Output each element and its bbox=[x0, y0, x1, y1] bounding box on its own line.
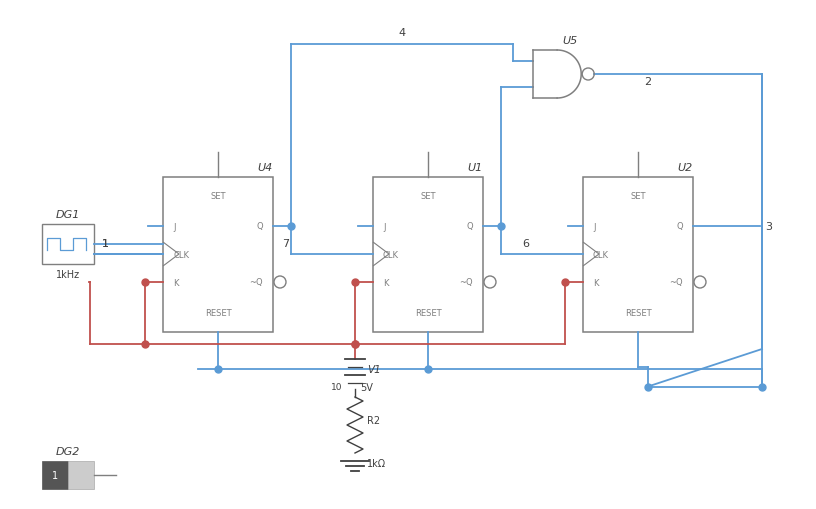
Text: 1: 1 bbox=[101, 239, 109, 248]
Text: DG1: DG1 bbox=[55, 210, 80, 219]
Text: CLK: CLK bbox=[593, 250, 609, 259]
Text: 1: 1 bbox=[102, 239, 109, 248]
Text: K: K bbox=[593, 278, 598, 287]
Text: 10: 10 bbox=[330, 383, 342, 392]
Text: 1kHz: 1kHz bbox=[56, 269, 80, 279]
Text: SET: SET bbox=[420, 191, 436, 200]
Text: RESET: RESET bbox=[625, 309, 651, 318]
Text: Q: Q bbox=[256, 222, 263, 231]
Text: U1: U1 bbox=[468, 162, 483, 172]
Text: Q: Q bbox=[467, 222, 473, 231]
Bar bbox=[583, 177, 693, 332]
Text: SET: SET bbox=[630, 191, 645, 200]
Bar bbox=[68, 461, 94, 489]
Text: 1kΩ: 1kΩ bbox=[367, 458, 386, 468]
Text: 1: 1 bbox=[52, 470, 58, 480]
Bar bbox=[42, 224, 94, 265]
Bar bbox=[373, 177, 483, 332]
Text: R2: R2 bbox=[367, 415, 380, 425]
Text: CLK: CLK bbox=[383, 250, 399, 259]
Text: CLK: CLK bbox=[173, 250, 189, 259]
Text: RESET: RESET bbox=[415, 309, 441, 318]
Bar bbox=[163, 177, 273, 332]
Text: ~Q: ~Q bbox=[459, 278, 473, 287]
Text: ~Q: ~Q bbox=[250, 278, 263, 287]
Text: U2: U2 bbox=[678, 162, 693, 172]
Text: Q: Q bbox=[676, 222, 683, 231]
Text: J: J bbox=[173, 222, 175, 231]
Text: RESET: RESET bbox=[205, 309, 231, 318]
Text: U5: U5 bbox=[562, 36, 578, 46]
Text: J: J bbox=[383, 222, 385, 231]
Text: 5V: 5V bbox=[360, 382, 373, 392]
Text: SET: SET bbox=[211, 191, 226, 200]
Text: 2: 2 bbox=[645, 77, 652, 87]
Text: K: K bbox=[173, 278, 179, 287]
Text: 4: 4 bbox=[398, 28, 406, 38]
Text: J: J bbox=[593, 222, 596, 231]
Text: 7: 7 bbox=[282, 239, 290, 248]
Text: V1: V1 bbox=[367, 364, 381, 374]
Text: 6: 6 bbox=[522, 239, 530, 248]
Text: 3: 3 bbox=[765, 221, 772, 232]
Text: U4: U4 bbox=[258, 162, 273, 172]
Text: ~Q: ~Q bbox=[669, 278, 683, 287]
Text: DG2: DG2 bbox=[55, 446, 80, 456]
Text: K: K bbox=[383, 278, 388, 287]
Bar bbox=[42, 461, 68, 489]
